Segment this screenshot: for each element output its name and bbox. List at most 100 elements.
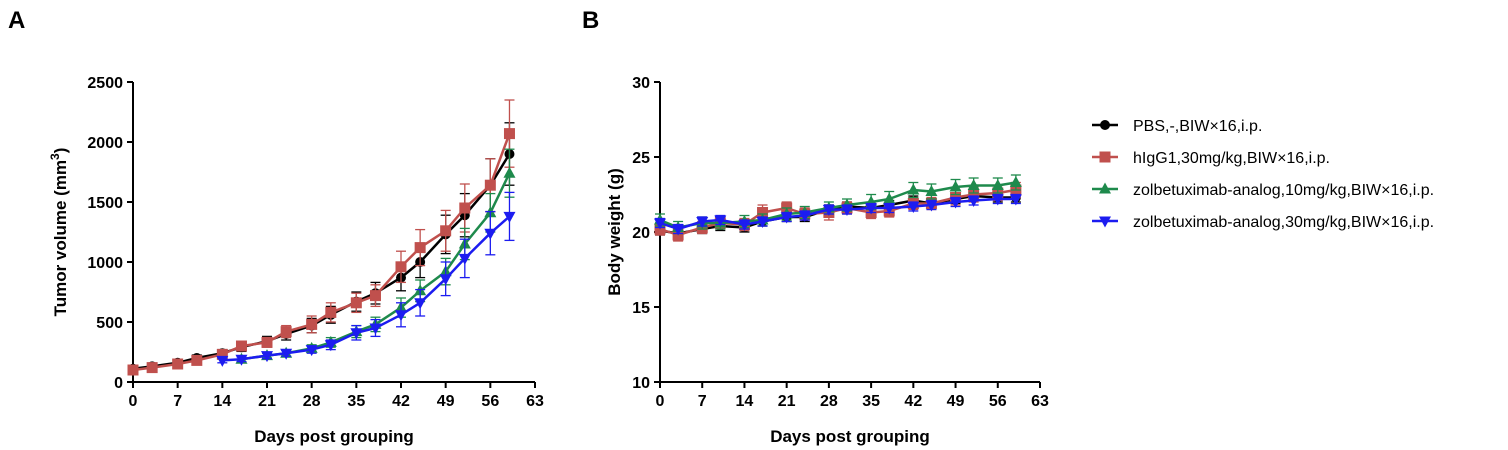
data-point: [798, 211, 811, 222]
data-point: [991, 179, 1004, 190]
x-tick-label: 7: [698, 393, 707, 410]
data-point: [440, 225, 452, 237]
x-tick-label: 35: [347, 393, 365, 410]
data-point: [840, 205, 853, 216]
data-point: [305, 345, 318, 357]
x-tick-label: 42: [904, 393, 922, 410]
data-point: [191, 354, 203, 366]
y-axis-title-a-main: Tumor volume (mm: [51, 160, 70, 316]
legend-item-2: hIgG1,30mg/kg,BIW×16,i.p.: [1092, 150, 1330, 167]
data-point: [216, 348, 228, 360]
data-point: [261, 336, 273, 348]
y-axis-title-a-superscript: 3: [48, 153, 62, 160]
y-tick-label: 2000: [87, 135, 123, 152]
x-tick-label: 35: [862, 393, 880, 410]
data-point: [822, 205, 835, 216]
y-tick-label: 20: [632, 225, 650, 242]
x-tick-label: 28: [820, 393, 838, 410]
data-point: [350, 328, 363, 340]
legend: PBS,-,BIW×16,i.p. hIgG1,30mg/kg,BIW×16,i.…: [1092, 118, 1434, 231]
y-tick-label: 1000: [87, 255, 123, 272]
data-point: [967, 179, 980, 190]
data-point: [325, 306, 337, 318]
x-axis-title-b: Days post grouping: [770, 427, 930, 446]
y-tick-label: 0: [114, 375, 123, 392]
x-tick-label: 63: [526, 393, 544, 410]
y-axis-title-b: Body weight (g): [605, 168, 624, 295]
x-tick-label: 42: [392, 393, 410, 410]
legend-label: zolbetuximab-analog,30mg/kg,BIW×16,i.p.: [1133, 214, 1434, 231]
data-point: [280, 348, 293, 360]
data-point: [672, 224, 685, 236]
data-point: [1009, 176, 1022, 187]
plot-area-b: 0 7 14 21 28 35 42 49 56 63 10 15 20 25 30: [632, 75, 1049, 410]
y-axis-title-a-suffix: ): [51, 148, 70, 154]
legend-label: hIgG1,30mg/kg,BIW×16,i.p.: [1133, 150, 1330, 167]
data-point: [925, 185, 938, 196]
x-tick-label: 7: [173, 393, 182, 410]
data-point: [439, 274, 452, 286]
data-point: [324, 340, 337, 352]
y-tick-label: 2500: [87, 75, 123, 92]
data-point: [350, 297, 362, 309]
data-point: [503, 211, 516, 223]
data-point: [280, 326, 292, 338]
data-point: [216, 355, 229, 367]
data-point: [235, 340, 247, 352]
series-1: [655, 190, 1021, 239]
data-point: [503, 166, 516, 178]
panel-letter-b: B: [582, 7, 599, 34]
data-point: [1009, 194, 1022, 206]
legend-label: PBS,-,BIW×16,i.p.: [1133, 118, 1262, 135]
series-4: [216, 191, 516, 367]
data-point: [369, 323, 382, 335]
x-tick-label: 49: [947, 393, 965, 410]
data-point: [949, 180, 962, 192]
data-point: [654, 218, 666, 230]
x-tick-label: 56: [989, 393, 1007, 410]
data-point: [503, 128, 515, 140]
series-2: [654, 181, 1022, 242]
data-point: [484, 228, 497, 240]
data-point: [146, 362, 158, 374]
x-tick-label: 49: [437, 393, 455, 410]
x-axis-title-a: Days post grouping: [254, 427, 414, 446]
legend-marker: [1099, 182, 1111, 194]
data-point: [757, 207, 769, 218]
data-point: [484, 179, 496, 191]
x-tick-label: 63: [1031, 393, 1049, 410]
x-tick-label: 21: [258, 393, 276, 410]
y-tick-label: 10: [632, 375, 650, 392]
y-tick-label: 1500: [87, 195, 123, 212]
x-tick-label: 14: [213, 393, 231, 410]
data-point: [714, 215, 727, 227]
data-point: [925, 200, 938, 212]
plot-area-a: 0 7 14 21 28 35 42 49 56 63 0 500 1000 1500 2000 2500: [87, 75, 544, 410]
y-axis-title-a: Tumor volume (mm3): [48, 148, 70, 317]
panel-letter-a: A: [8, 7, 25, 34]
data-point: [459, 202, 471, 214]
legend-item-1: PBS,-,BIW×16,i.p.: [1092, 118, 1262, 135]
data-point: [306, 318, 318, 330]
data-point: [127, 364, 139, 376]
panel-a-tumor-volume: A 0 7 14 21 28 35 42 49 56 63 0 500 1000 1500 2000 2500…: [8, 7, 544, 446]
panel-b-body-weight: B 0 7 14 21 28 35 42 49 56 63 10 15 20 25 30 Days post…: [582, 7, 1049, 446]
data-point: [883, 192, 896, 204]
x-tick-label: 56: [481, 393, 499, 410]
data-point: [738, 220, 751, 231]
x-tick-label: 21: [778, 393, 796, 410]
data-point: [395, 310, 407, 322]
data-point: [991, 194, 1004, 206]
legend-label: zolbetuximab-analog,10mg/kg,BIW×16,i.p.: [1133, 182, 1434, 199]
data-point: [172, 358, 184, 370]
series-2: [127, 99, 515, 376]
x-tick-label: 0: [656, 393, 665, 410]
legend-marker: [1099, 216, 1111, 228]
data-point: [458, 253, 471, 265]
data-point: [968, 189, 980, 200]
data-point: [865, 203, 878, 215]
series-4: [654, 193, 1022, 236]
y-tick-label: 500: [96, 315, 123, 332]
legend-item-3: zolbetuximab-analog,10mg/kg,BIW×16,i.p.: [1092, 182, 1434, 199]
